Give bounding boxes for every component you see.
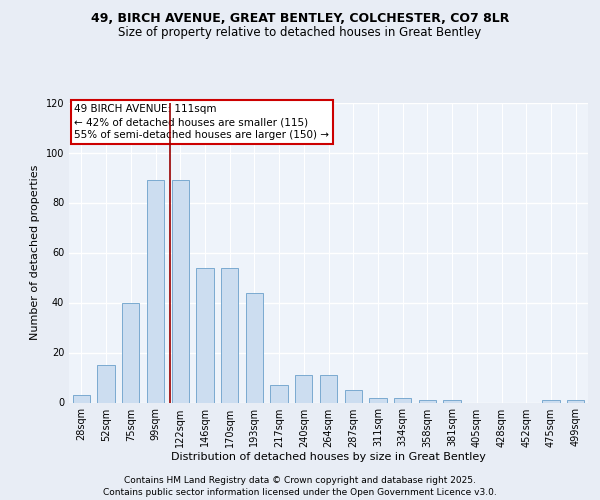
Text: Size of property relative to detached houses in Great Bentley: Size of property relative to detached ho… — [118, 26, 482, 39]
Bar — [221, 268, 238, 402]
Bar — [97, 365, 115, 403]
Bar — [73, 395, 90, 402]
X-axis label: Distribution of detached houses by size in Great Bentley: Distribution of detached houses by size … — [171, 452, 486, 462]
Bar — [147, 180, 164, 402]
Bar — [542, 400, 560, 402]
Text: Contains HM Land Registry data © Crown copyright and database right 2025.: Contains HM Land Registry data © Crown c… — [124, 476, 476, 485]
Bar — [344, 390, 362, 402]
Bar — [122, 302, 139, 402]
Text: 49 BIRCH AVENUE: 111sqm
← 42% of detached houses are smaller (115)
55% of semi-d: 49 BIRCH AVENUE: 111sqm ← 42% of detache… — [74, 104, 329, 141]
Bar — [320, 375, 337, 402]
Bar — [567, 400, 584, 402]
Bar — [196, 268, 214, 402]
Y-axis label: Number of detached properties: Number of detached properties — [30, 165, 40, 340]
Bar — [443, 400, 461, 402]
Bar — [295, 375, 313, 402]
Bar — [271, 385, 288, 402]
Bar — [246, 292, 263, 403]
Text: 49, BIRCH AVENUE, GREAT BENTLEY, COLCHESTER, CO7 8LR: 49, BIRCH AVENUE, GREAT BENTLEY, COLCHES… — [91, 12, 509, 26]
Bar — [419, 400, 436, 402]
Bar — [172, 180, 189, 402]
Bar — [369, 398, 386, 402]
Bar — [394, 398, 411, 402]
Text: Contains public sector information licensed under the Open Government Licence v3: Contains public sector information licen… — [103, 488, 497, 497]
